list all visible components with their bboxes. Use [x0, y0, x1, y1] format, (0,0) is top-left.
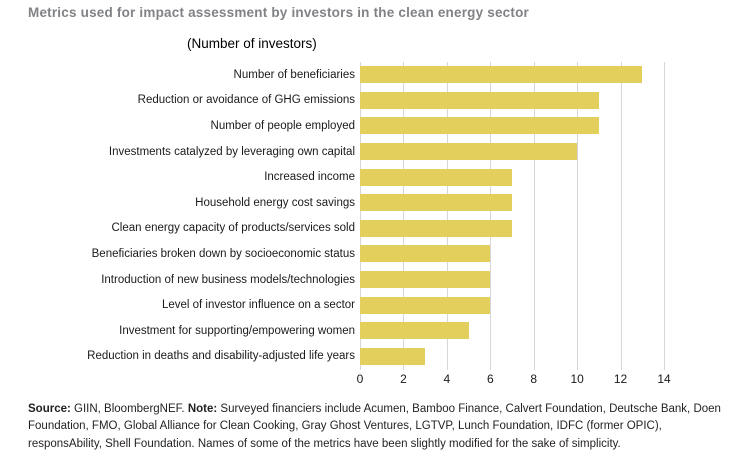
x-tick-label: 0	[356, 372, 364, 386]
category-label: Beneficiaries broken down by socioeconom…	[91, 247, 355, 260]
x-tick-label: 6	[486, 372, 494, 386]
note-text: Surveyed financiers include Acumen, Bamb…	[28, 403, 721, 450]
gridline	[621, 62, 622, 370]
gridline	[360, 62, 361, 370]
category-label: Reduction or avoidance of GHG emissions	[137, 94, 355, 107]
bar	[360, 168, 512, 186]
bar	[360, 194, 512, 212]
bar-track	[360, 164, 512, 190]
bar-row: Household energy cost savings	[0, 190, 750, 216]
x-tick-label: 4	[443, 372, 451, 386]
x-tick-label: 8	[530, 372, 538, 386]
bar-row: Clean energy capacity of products/servic…	[0, 216, 750, 242]
category-label: Number of people employed	[210, 119, 355, 132]
bar-track	[360, 88, 599, 114]
chart-subtitle: (Number of investors)	[187, 36, 317, 51]
bar-row: Level of investor influence on a sector	[0, 292, 750, 318]
bar-row: Reduction or avoidance of GHG emissions	[0, 88, 750, 114]
bar-track	[360, 139, 578, 165]
note-label: Note:	[187, 403, 218, 415]
bar-track	[360, 241, 491, 267]
plot-gridlines	[360, 62, 666, 370]
gridline	[577, 62, 578, 370]
bar	[360, 66, 643, 84]
category-label: Clean energy capacity of products/servic…	[111, 222, 355, 235]
bar	[360, 322, 469, 340]
gridline	[534, 62, 535, 370]
bar-row: Number of people employed	[0, 113, 750, 139]
x-tick-label: 10	[570, 372, 584, 386]
category-label: Introduction of new business models/tech…	[101, 273, 355, 286]
bar-track	[360, 292, 491, 318]
source-text: GIIN, BloombergNEF.	[74, 403, 185, 415]
category-label: Investment for supporting/empowering wom…	[119, 324, 355, 337]
category-label: Level of investor influence on a sector	[161, 299, 355, 312]
bar-track	[360, 62, 643, 88]
bar	[360, 91, 599, 109]
gridline	[403, 62, 404, 370]
bar-track	[360, 318, 469, 344]
x-tick-label: 12	[613, 372, 628, 386]
source-label: Source:	[28, 403, 71, 415]
bar	[360, 245, 491, 263]
category-label: Reduction in deaths and disability-adjus…	[87, 350, 355, 363]
category-label: Household energy cost savings	[195, 196, 355, 209]
bar-track	[360, 190, 512, 216]
bar-chart-rows: Number of beneficiaries Reduction or avoi…	[0, 62, 750, 369]
x-tick-label: 14	[657, 372, 671, 386]
chart-title: Metrics used for impact assessment by in…	[28, 5, 529, 20]
bar-row: Reduction in deaths and disability-adjus…	[0, 344, 750, 370]
bar-row: Beneficiaries broken down by socioeconom…	[0, 241, 750, 267]
category-label: Number of beneficiaries	[233, 68, 355, 81]
bar-row: Investment for supporting/empowering wom…	[0, 318, 750, 344]
bar-track	[360, 113, 599, 139]
bar-row: Increased income	[0, 164, 750, 190]
bar-row: Introduction of new business models/tech…	[0, 267, 750, 293]
bar-track	[360, 216, 512, 242]
bar	[360, 296, 491, 314]
gridline	[447, 62, 448, 370]
bar-track	[360, 344, 426, 370]
bar-track	[360, 267, 491, 293]
source-note: Source: GIIN, BloombergNEF. Note: Survey…	[28, 401, 728, 453]
bar	[360, 271, 491, 289]
x-tick-label: 2	[400, 372, 407, 386]
gridline	[490, 62, 491, 370]
bar	[360, 143, 578, 161]
category-label: Increased income	[264, 171, 355, 184]
bar	[360, 347, 426, 365]
bar-row: Investments catalyzed by leveraging own …	[0, 139, 750, 165]
bar-row: Number of beneficiaries	[0, 62, 750, 88]
bar	[360, 117, 599, 135]
category-label: Investments catalyzed by leveraging own …	[108, 145, 355, 158]
gridline	[664, 62, 665, 370]
bar	[360, 219, 512, 237]
